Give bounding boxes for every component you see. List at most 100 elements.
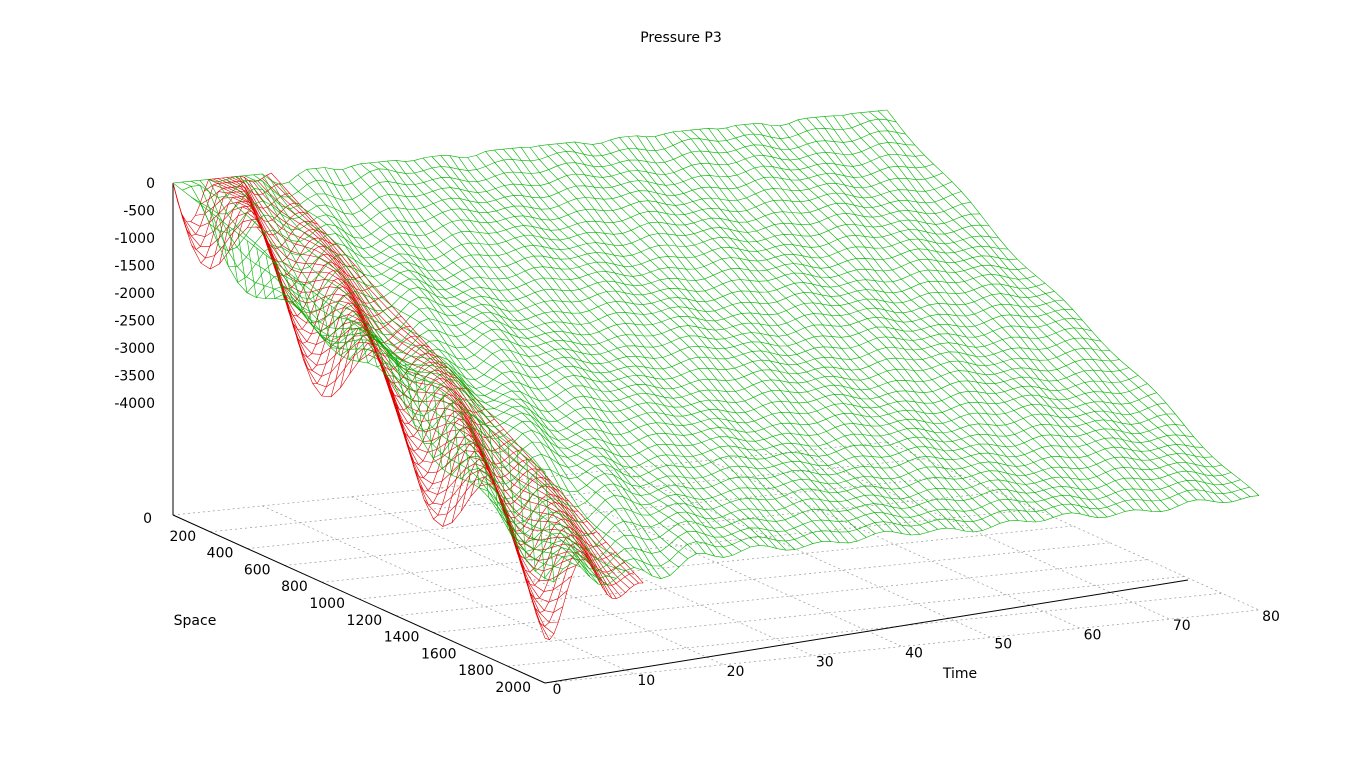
underside-mesh-line — [257, 180, 630, 589]
z-tick-label: 0 — [146, 176, 155, 192]
base-zero-label: 0 — [143, 511, 152, 527]
top-mesh-line — [284, 235, 999, 332]
top-mesh-line — [592, 144, 965, 532]
space-tick-label: 600 — [244, 562, 271, 578]
underside-mesh-line — [239, 176, 613, 599]
top-mesh-line — [172, 109, 888, 186]
space-axis-line — [172, 514, 546, 684]
z-tick-label: -3000 — [114, 341, 155, 357]
grid-line-space — [470, 576, 1185, 650]
top-mesh-line — [877, 110, 1251, 497]
top-mesh-line — [368, 318, 1083, 389]
top-mesh-line — [458, 157, 831, 542]
grid-line-time — [529, 478, 903, 647]
surface-top-mesh — [172, 109, 1260, 585]
underside-mesh-line — [266, 175, 639, 584]
top-mesh-line — [547, 144, 921, 535]
underside-mesh-line — [204, 184, 577, 581]
time-tick-label: 10 — [637, 673, 655, 689]
top-mesh-line — [217, 181, 590, 577]
top-mesh-line — [349, 299, 1064, 371]
top-mesh-line — [358, 308, 1074, 381]
underside-mesh-line — [208, 179, 581, 572]
top-mesh-line — [405, 359, 1120, 431]
underside-mesh-line — [177, 200, 550, 640]
top-mesh-line — [386, 160, 760, 546]
time-tick-label: 70 — [1173, 618, 1191, 634]
x-axis-label: Time — [942, 666, 977, 682]
underside-mesh-line — [235, 176, 608, 595]
underside-mesh-line — [221, 177, 595, 572]
top-mesh-line — [610, 139, 983, 531]
z-tick-label: -1500 — [114, 259, 155, 275]
time-tick-label: 20 — [727, 664, 745, 680]
top-mesh-line — [507, 443, 1222, 552]
top-mesh-line — [868, 111, 1242, 500]
top-mesh-line — [219, 163, 934, 267]
top-mesh-line — [654, 136, 1028, 522]
space-tick-label: 1600 — [421, 646, 457, 662]
time-axis-line — [544, 579, 1189, 684]
top-mesh-line — [451, 399, 1167, 485]
grid-line-time — [262, 505, 635, 675]
top-mesh-line — [423, 375, 1139, 459]
y-axis-label: Space — [174, 613, 217, 629]
top-mesh-line — [851, 113, 1224, 503]
top-mesh-line — [788, 123, 1162, 512]
top-mesh-line — [779, 125, 1153, 512]
time-tick-label: 50 — [994, 636, 1012, 652]
top-mesh-line — [209, 154, 925, 252]
top-mesh-line — [182, 118, 897, 198]
z-tick-label: -2000 — [114, 286, 155, 302]
top-mesh-line — [833, 115, 1206, 501]
underside-mesh-line — [186, 206, 559, 623]
underside-mesh-line — [253, 181, 626, 593]
top-mesh-line — [265, 213, 981, 313]
top-mesh-line — [414, 367, 1129, 445]
top-mesh-line — [488, 428, 1204, 535]
time-tick-label: 60 — [1084, 627, 1102, 643]
underside-mesh-line — [181, 212, 555, 635]
top-mesh-line — [526, 457, 1241, 572]
z-tick-label: -2500 — [114, 314, 155, 330]
top-mesh-line — [433, 383, 1148, 470]
top-mesh-line — [340, 291, 1055, 366]
top-mesh-line — [321, 273, 1036, 354]
z-tick-label: -4000 — [114, 396, 155, 412]
top-mesh-line — [842, 115, 1215, 502]
top-mesh-line — [247, 191, 962, 299]
top-mesh-line — [886, 109, 1260, 496]
top-mesh-line — [565, 142, 938, 530]
top-mesh-line — [636, 135, 1010, 522]
top-mesh-line — [395, 347, 1111, 417]
top-mesh-line — [330, 283, 1046, 361]
underside-mesh-line — [244, 177, 617, 599]
top-mesh-line — [262, 173, 635, 568]
grid-line-space — [284, 492, 999, 566]
top-mesh-line — [342, 169, 715, 557]
grid-line-time — [708, 459, 1081, 629]
top-mesh-line — [815, 117, 1188, 503]
top-mesh-line — [535, 464, 1250, 580]
top-mesh-line — [681, 130, 1054, 518]
top-mesh-line — [494, 149, 867, 538]
grid-line-time — [886, 441, 1260, 611]
top-mesh-line — [386, 337, 1101, 404]
top-mesh-line — [860, 112, 1233, 503]
time-tick-label: 0 — [553, 682, 562, 698]
space-tick-label: 1400 — [384, 630, 420, 646]
top-mesh-line — [479, 421, 1194, 525]
z-tick-label: -500 — [123, 204, 155, 220]
space-tick-label: 1800 — [458, 663, 494, 679]
underside-mesh-line — [217, 178, 590, 565]
space-tick-label: 400 — [207, 546, 234, 562]
axes — [172, 183, 1189, 684]
top-mesh-line — [645, 136, 1019, 521]
tick-labels: 0 -500 -1000 -1500 -2000 -2500 -3000 -3500 -4000… — [114, 176, 1280, 698]
top-mesh-line — [672, 131, 1046, 521]
top-mesh-line — [270, 180, 644, 571]
top-mesh-line — [761, 123, 1135, 511]
grid-line-time — [797, 450, 1170, 620]
top-mesh-line — [516, 450, 1232, 562]
